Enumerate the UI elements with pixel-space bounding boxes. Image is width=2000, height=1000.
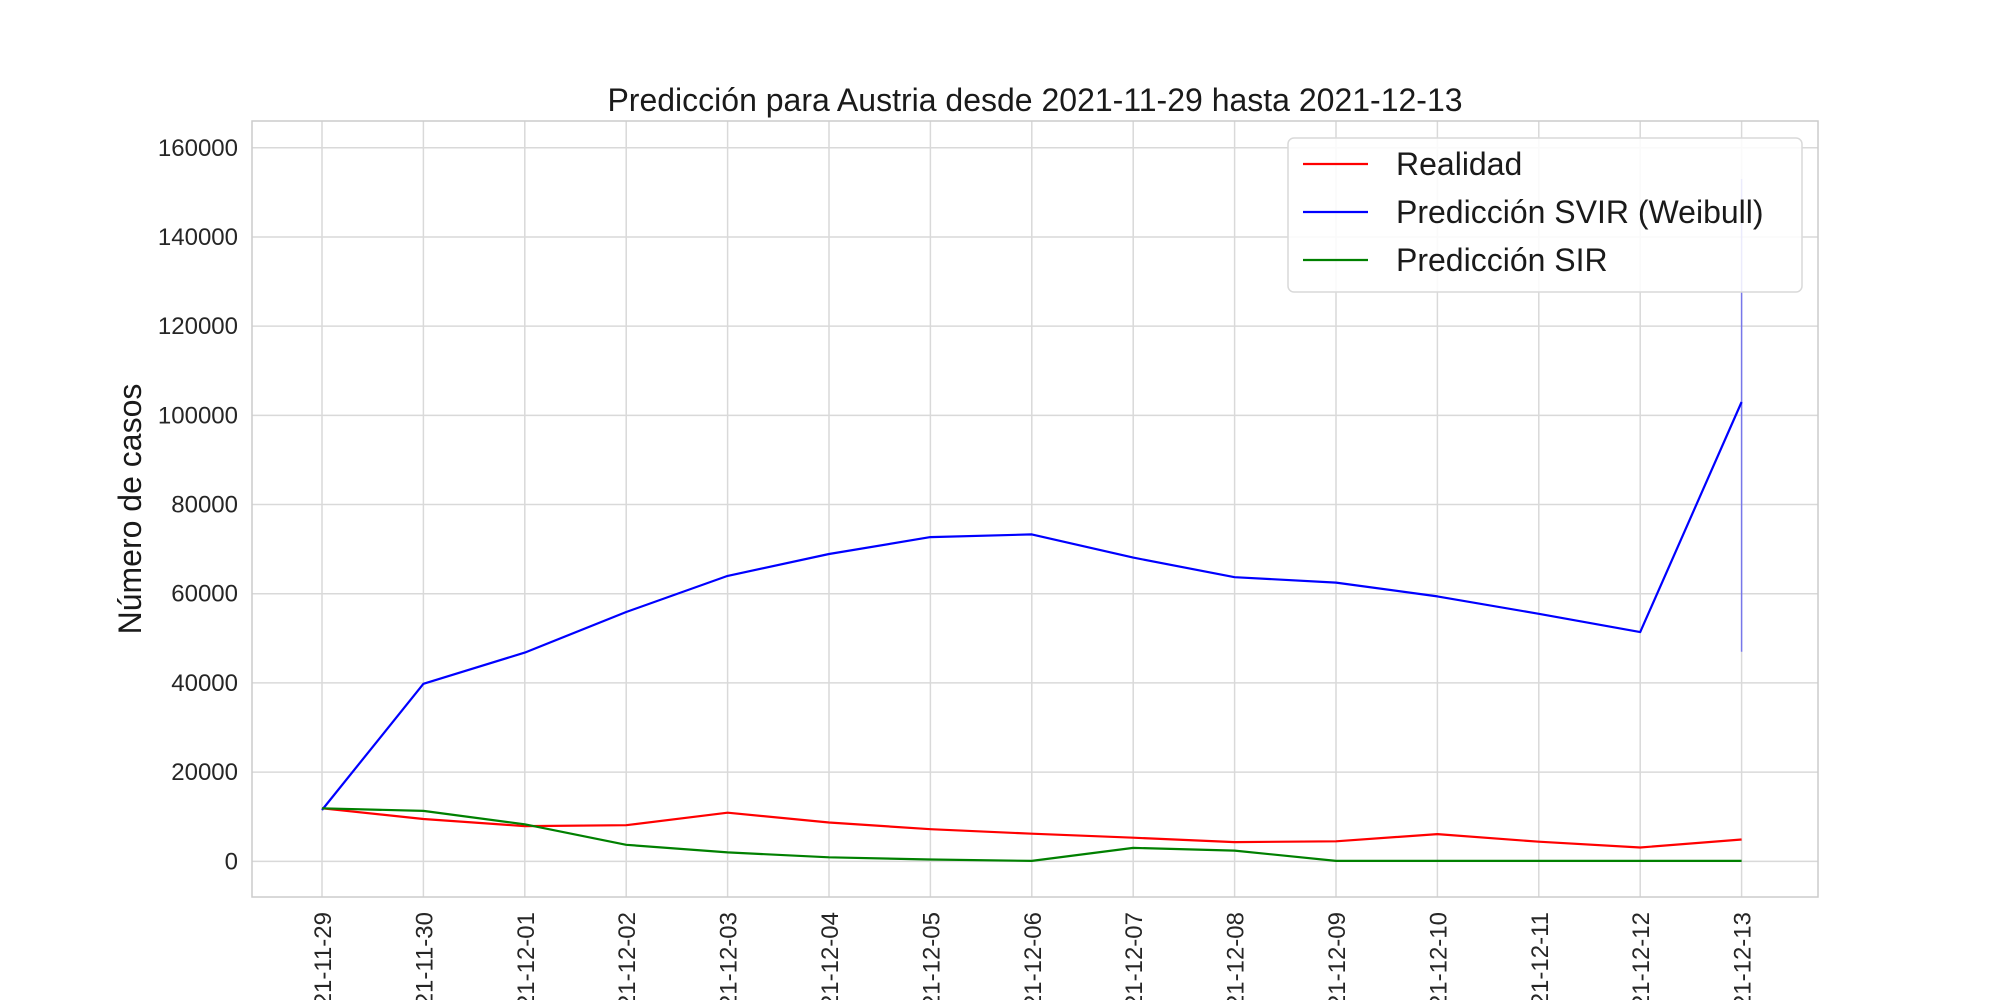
y-tick-label: 100000	[158, 402, 238, 429]
x-tick-label: 21-11-30	[411, 912, 438, 1000]
y-tick-label: 60000	[171, 581, 238, 608]
y-tick-label: 0	[225, 848, 238, 875]
x-tick-label: 21-12-01	[513, 912, 540, 1000]
legend-box	[1287, 137, 1803, 293]
x-tick-label: 21-11-29	[310, 912, 337, 1000]
y-tick-label: 20000	[171, 759, 238, 786]
series-line-predicci-n-svir-weibull-	[321, 401, 1743, 811]
x-tick-label: 21-12-10	[1425, 912, 1452, 1000]
y-tick-label: 80000	[171, 492, 238, 519]
x-tick-label: 21-12-09	[1324, 912, 1351, 1000]
x-tick-label: 21-12-02	[614, 912, 641, 1000]
legend-label: Predicción SVIR (Weibull)	[1396, 194, 1764, 230]
legend-label: Predicción SIR	[1396, 242, 1608, 278]
plot-area-frame	[251, 120, 1819, 898]
y-tick-labels: 0 20000 40000 60000 80000 100000 120000 140000 1…	[158, 135, 238, 876]
x-tick-label: 21-12-06	[1020, 912, 1047, 1000]
x-tick-label: 21-12-08	[1223, 912, 1250, 1000]
x-tick-label: 21-12-04	[817, 912, 844, 1000]
x-tick-label: 21-12-11	[1527, 912, 1554, 1000]
y-tick-label: 160000	[158, 135, 238, 162]
series-lines	[321, 401, 1743, 863]
series-line-realidad	[321, 807, 1742, 849]
legend-label: Realidad	[1396, 146, 1522, 182]
x-tick-label: 21-12-07	[1121, 912, 1148, 1000]
x-tick-label: 21-12-13	[1730, 912, 1757, 1000]
x-tick-label: 21-12-03	[716, 912, 743, 1000]
y-tick-label: 120000	[158, 313, 238, 340]
y-axis-label: Número de casos	[112, 384, 148, 635]
y-tick-label: 140000	[158, 224, 238, 251]
y-tick-label: 40000	[171, 670, 238, 697]
chart-title: Predicción para Austria desde 2021-11-29…	[607, 82, 1462, 118]
x-tick-labels: 21-11-29 21-11-30 21-12-01 21-12-02 21-12-03…	[310, 912, 1757, 1000]
x-tick-label: 21-12-05	[918, 912, 945, 1000]
legend: Realidad Predicción SVIR (Weibull) Predicc…	[1287, 137, 1803, 293]
x-tick-label: 21-12-12	[1628, 912, 1655, 1000]
series-line-predicci-n-sir	[321, 807, 1742, 863]
